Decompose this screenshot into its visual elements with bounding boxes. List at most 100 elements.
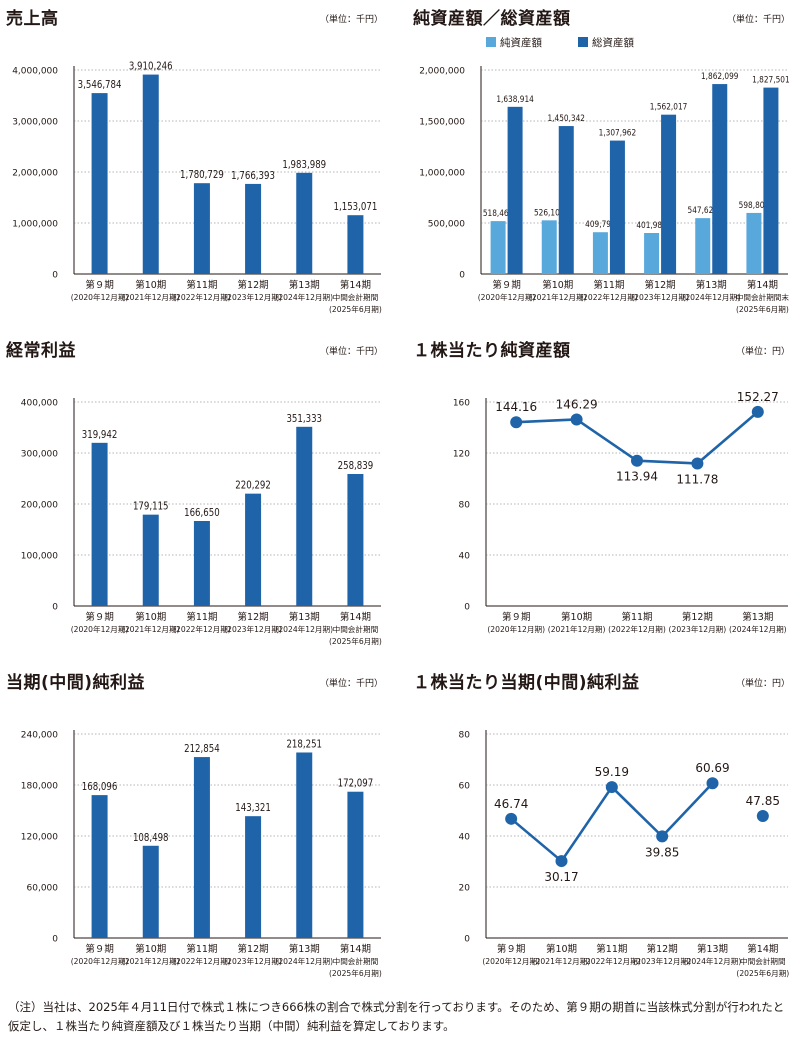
sales-chart: 0 1,000,000 2,000,000 3,000,000 4,000,000 第９期… bbox=[12, 61, 382, 314]
bar bbox=[661, 114, 677, 275]
chart-title: 当期(中間)純利益 bbox=[6, 673, 146, 693]
assets-chart: 0500,0001,000,0001,500,0002,000,000第９期(2… bbox=[419, 36, 790, 314]
unit-label: （単位：千円） bbox=[726, 15, 790, 25]
data-label: 1,983,989 bbox=[282, 159, 326, 171]
bar bbox=[592, 232, 608, 274]
data-label: 218,251 bbox=[286, 739, 322, 751]
bar bbox=[507, 106, 523, 274]
x-tick-label: 中間会計期間末 bbox=[736, 292, 790, 302]
data-label: 59.19 bbox=[595, 765, 629, 779]
x-tick-label: 第11期 bbox=[596, 943, 627, 955]
data-label: 1,766,393 bbox=[231, 170, 275, 182]
legend-swatch bbox=[578, 37, 588, 47]
data-label: 3,910,246 bbox=[129, 61, 173, 73]
data-label: 1,562,017 bbox=[650, 101, 688, 112]
data-label: 108,498 bbox=[133, 832, 169, 844]
series-line bbox=[575, 418, 638, 462]
data-label: 166,650 bbox=[184, 507, 220, 519]
x-tick-label: (2020年12月期) bbox=[482, 956, 540, 966]
bar bbox=[193, 183, 210, 274]
x-tick-label: 第10期 bbox=[542, 279, 573, 291]
data-label: 143,321 bbox=[235, 802, 271, 814]
x-tick-label: 第10期 bbox=[135, 279, 166, 291]
data-point bbox=[505, 812, 518, 825]
chart-title: 純資産額／総資産額 bbox=[413, 9, 571, 29]
x-tick-label: 第10期 bbox=[135, 943, 166, 955]
data-point bbox=[555, 855, 568, 868]
x-tick-label: 第12期 bbox=[238, 611, 269, 623]
bar bbox=[490, 221, 506, 274]
unit-label: （単位：千円） bbox=[319, 679, 383, 689]
unit-label: （単位：千円） bbox=[319, 347, 383, 357]
x-tick-label: (2023年12月期) bbox=[631, 292, 689, 302]
bar bbox=[347, 473, 364, 606]
bar bbox=[558, 126, 574, 274]
x-tick-label: 第13期 bbox=[289, 943, 320, 955]
legend-label: 純資産額 bbox=[500, 36, 542, 49]
data-label: 144.16 bbox=[495, 400, 537, 414]
x-tick-label: 第９期 bbox=[497, 943, 526, 955]
x-tick-label: (2020年12月期) bbox=[478, 292, 536, 302]
x-tick-label: (2025年6月期) bbox=[329, 304, 382, 314]
ordinary-income-chart-panel: 経常利益 （単位：千円） 0 100,000 200,000 300,000 400,0… bbox=[6, 336, 391, 666]
data-label: 220,292 bbox=[235, 480, 271, 492]
data-label: 401,988 bbox=[636, 219, 666, 230]
x-tick-label: 第14期 bbox=[747, 943, 778, 955]
bar bbox=[142, 74, 159, 274]
x-tick-label: 第14期 bbox=[340, 611, 371, 623]
y-tick-label: 180,000 bbox=[21, 782, 58, 792]
y-tick-label: 80 bbox=[459, 501, 471, 511]
x-tick-label: (2021年12月期) bbox=[529, 292, 587, 302]
bar bbox=[193, 521, 210, 606]
y-tick-label: 400,000 bbox=[21, 399, 58, 409]
x-tick-label: 第12期 bbox=[647, 943, 678, 955]
bps-chart: 0 40 80 120 160 第９期(2020年12月期) 第10期(2021年12月期)… bbox=[453, 390, 788, 634]
x-tick-label: (2021年12月期) bbox=[122, 292, 180, 302]
x-tick-label: 第13期 bbox=[697, 943, 728, 955]
x-tick-label: 第14期 bbox=[340, 279, 371, 291]
data-point bbox=[756, 809, 769, 822]
chart-title: １株当たり当期(中間)純利益 bbox=[413, 673, 640, 693]
x-tick-label: 第11期 bbox=[621, 611, 652, 623]
data-label: 1,153,071 bbox=[334, 201, 378, 213]
bar bbox=[91, 795, 108, 938]
x-tick-label: 第13期 bbox=[696, 279, 727, 291]
series-line bbox=[510, 817, 563, 863]
data-label: 39.85 bbox=[645, 845, 679, 859]
footnote-label: （注） bbox=[8, 1000, 43, 1014]
y-tick-label: 4,000,000 bbox=[12, 67, 58, 77]
x-tick-label: 第11期 bbox=[186, 943, 217, 955]
x-tick-label: 第11期 bbox=[186, 279, 217, 291]
y-tick-label: 500,000 bbox=[428, 220, 465, 230]
y-tick-label: 100,000 bbox=[21, 552, 58, 562]
x-tick-label: 中間会計期間 bbox=[333, 624, 379, 634]
data-label: 409,791 bbox=[585, 218, 615, 229]
x-tick-label: 第９期 bbox=[492, 279, 521, 291]
data-label: 319,942 bbox=[82, 429, 118, 441]
bar bbox=[746, 212, 762, 274]
x-tick-label: 第10期 bbox=[135, 611, 166, 623]
data-label: 46.74 bbox=[494, 797, 528, 811]
y-tick-label: 80 bbox=[459, 731, 471, 741]
data-label: 1,862,099 bbox=[701, 70, 739, 81]
assets-chart-panel: 純資産額／総資産額 （単位：千円） 0 500,000 1,000,000 1,500… bbox=[413, 4, 798, 334]
x-tick-label: (2023年12月期) bbox=[224, 292, 282, 302]
x-tick-label: 第10期 bbox=[546, 943, 577, 955]
data-label: 152.27 bbox=[737, 390, 779, 404]
net-income-chart-panel: 当期(中間)純利益 （単位：千円） 0 60,000 120,000 180,000 2… bbox=[6, 668, 391, 998]
data-label: 518,468 bbox=[483, 207, 513, 218]
data-label: 212,854 bbox=[184, 743, 220, 755]
x-tick-label: (2022年12月期) bbox=[583, 956, 641, 966]
bar bbox=[644, 232, 660, 274]
x-tick-label: (2021年12月期) bbox=[548, 624, 606, 634]
x-tick-label: 第14期 bbox=[747, 279, 778, 291]
chart-title: 経常利益 bbox=[6, 341, 76, 361]
bps-chart-panel: １株当たり純資産額 （単位：円） 0 40 80 120 160 第９期 (2020年12月… bbox=[413, 336, 798, 666]
footnote: （注）当社は、2025年４月11日付で株式１株につき666株の割合で株式分割を行… bbox=[8, 998, 792, 1036]
x-tick-label: 第10期 bbox=[561, 611, 592, 623]
x-tick-label: (2025年6月期) bbox=[329, 968, 382, 978]
x-tick-label: (2021年12月期) bbox=[533, 956, 591, 966]
data-label: 30.17 bbox=[544, 870, 578, 884]
data-label: 60.69 bbox=[695, 761, 729, 775]
data-label: 113.94 bbox=[616, 470, 658, 484]
